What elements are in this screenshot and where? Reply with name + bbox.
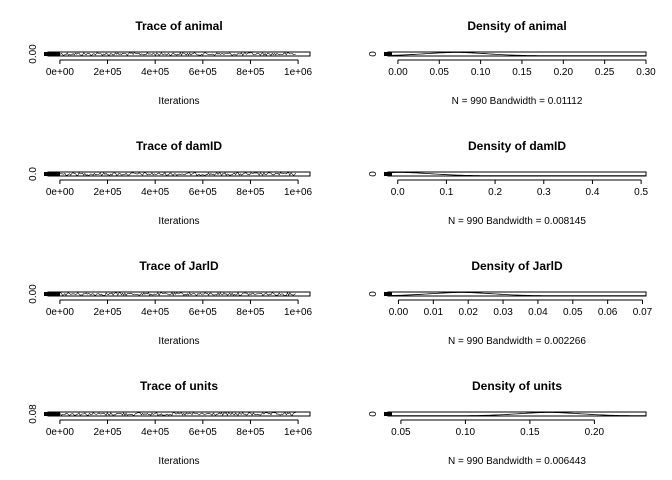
x-axis-label: Iterations — [158, 216, 199, 227]
trace-line — [59, 291, 296, 297]
y-tick-label: 0 — [368, 171, 379, 177]
chart-title: Trace of JarlD — [139, 259, 219, 273]
x-tick-label: 0e+00 — [46, 427, 75, 438]
x-tick-label: 4e+05 — [141, 427, 170, 438]
x-tick-label: 6e+05 — [189, 427, 218, 438]
x-tick-label: 4e+05 — [141, 67, 170, 78]
x-tick-label: 1e+06 — [284, 67, 313, 78]
density-curve — [387, 292, 646, 297]
rug-marks — [44, 52, 60, 56]
x-axis-label: N = 990 Bandwidth = 0.006443 — [448, 456, 586, 467]
trace-line — [59, 412, 296, 416]
x-tick-label: 0.1 — [439, 187, 453, 198]
x-tick-label: 2e+05 — [93, 67, 122, 78]
x-tick-label: 6e+05 — [189, 187, 218, 198]
y-tick-label: 0.0 — [28, 167, 39, 181]
y-tick-label: 0.00 — [28, 44, 39, 64]
chart-panel: Trace of damID 0e+00 2e+05 4e+05 6e+05 8e+05 1… — [28, 139, 313, 227]
chart-title: Trace of animal — [135, 19, 222, 33]
chart-title: Trace of damID — [136, 139, 222, 153]
x-tick-label: 0.2 — [488, 187, 502, 198]
x-tick-label: 0.4 — [585, 187, 599, 198]
x-tick-label: 0.5 — [634, 187, 648, 198]
x-tick-label: 1e+06 — [284, 307, 313, 318]
x-tick-label: 2e+05 — [93, 427, 122, 438]
rug-marks — [44, 412, 60, 416]
x-axis-label: N = 990 Bandwidth = 0.008145 — [448, 216, 586, 227]
x-tick-label: 0.05 — [391, 427, 411, 438]
x-tick-label: 0e+00 — [46, 67, 75, 78]
chart-panel: Density of JarlD 0.00 0.01 0.02 0.03 0.04 0.05… — [368, 259, 653, 347]
x-tick-label: 8e+05 — [236, 307, 265, 318]
x-axis-label: Iterations — [158, 456, 199, 467]
x-tick-label: 0.00 — [389, 307, 409, 318]
x-tick-label: 0.02 — [458, 307, 478, 318]
chart-panel: Density of units 0.05 0.10 0.15 0.20 0 N = 990… — [368, 379, 647, 467]
x-axis-label: Iterations — [158, 336, 199, 347]
trace-line — [60, 171, 296, 177]
x-tick-label: 0.10 — [456, 427, 476, 438]
x-tick-label: 1e+06 — [284, 187, 313, 198]
x-tick-label: 0.05 — [563, 307, 583, 318]
x-axis-label: N = 990 Bandwidth = 0.01112 — [452, 96, 583, 107]
density-curve — [388, 412, 647, 417]
x-tick-label: 6e+05 — [189, 307, 218, 318]
x-tick-label: 0.03 — [493, 307, 513, 318]
x-axis-label: Iterations — [158, 96, 199, 107]
chart-panel: Density of damID 0.0 0.1 0.2 0.3 0.4 0.5 0 N = 9… — [368, 139, 649, 227]
x-tick-label: 2e+05 — [93, 187, 122, 198]
trace-line — [59, 51, 296, 57]
x-tick-label: 0.07 — [633, 307, 653, 318]
x-tick-label: 0.06 — [598, 307, 618, 318]
x-tick-label: 0.15 — [512, 67, 532, 78]
chart-title: Density of JarlD — [471, 259, 563, 273]
x-tick-label: 0.10 — [471, 67, 491, 78]
y-tick-label: 0 — [368, 51, 379, 57]
chart-title: Density of units — [472, 379, 562, 393]
x-tick-label: 4e+05 — [141, 307, 170, 318]
rug-marks — [44, 292, 60, 296]
x-tick-label: 0.01 — [424, 307, 444, 318]
x-tick-label: 8e+05 — [236, 427, 265, 438]
chart-title: Density of animal — [467, 19, 566, 33]
density-curve — [387, 172, 646, 177]
x-tick-label: 2e+05 — [93, 307, 122, 318]
x-tick-label: 0.30 — [636, 67, 656, 78]
chart-panel: Trace of units 0e+00 2e+05 4e+05 6e+05 8e+05 1… — [28, 379, 313, 467]
x-tick-label: 0.20 — [554, 67, 574, 78]
x-axis-label: N = 990 Bandwidth = 0.002266 — [448, 336, 586, 347]
x-tick-label: 4e+05 — [141, 187, 170, 198]
x-tick-label: 0.00 — [388, 67, 408, 78]
x-tick-label: 0e+00 — [46, 307, 75, 318]
x-tick-label: 0.04 — [528, 307, 548, 318]
x-tick-label: 0.05 — [430, 67, 450, 78]
x-tick-label: 0.20 — [585, 427, 605, 438]
x-tick-label: 0.25 — [595, 67, 615, 78]
y-tick-label: 0.08 — [28, 404, 39, 424]
y-tick-label: 0.00 — [28, 284, 39, 304]
x-tick-label: 8e+05 — [236, 67, 265, 78]
y-tick-label: 0 — [368, 411, 379, 417]
x-tick-label: 6e+05 — [189, 67, 218, 78]
x-tick-label: 0.3 — [537, 187, 551, 198]
chart-panel: Trace of JarlD 0e+00 2e+05 4e+05 6e+05 8e+05 1… — [28, 259, 313, 347]
x-tick-label: 0.0 — [391, 187, 405, 198]
chart-title: Trace of units — [140, 379, 218, 393]
y-tick-label: 0 — [368, 291, 379, 297]
x-tick-label: 0.15 — [520, 427, 540, 438]
density-curve — [387, 52, 646, 57]
chart-panel: Trace of animal 0e+00 2e+05 4e+05 6e+05 8e+05… — [28, 19, 313, 107]
x-tick-label: 0e+00 — [46, 187, 75, 198]
chart-title: Density of damID — [468, 139, 566, 153]
rug-marks — [44, 172, 60, 176]
x-tick-label: 1e+06 — [284, 427, 313, 438]
x-tick-label: 8e+05 — [236, 187, 265, 198]
chart-panel: Density of animal 0.00 0.05 0.10 0.15 0.20 0.2… — [368, 19, 656, 107]
